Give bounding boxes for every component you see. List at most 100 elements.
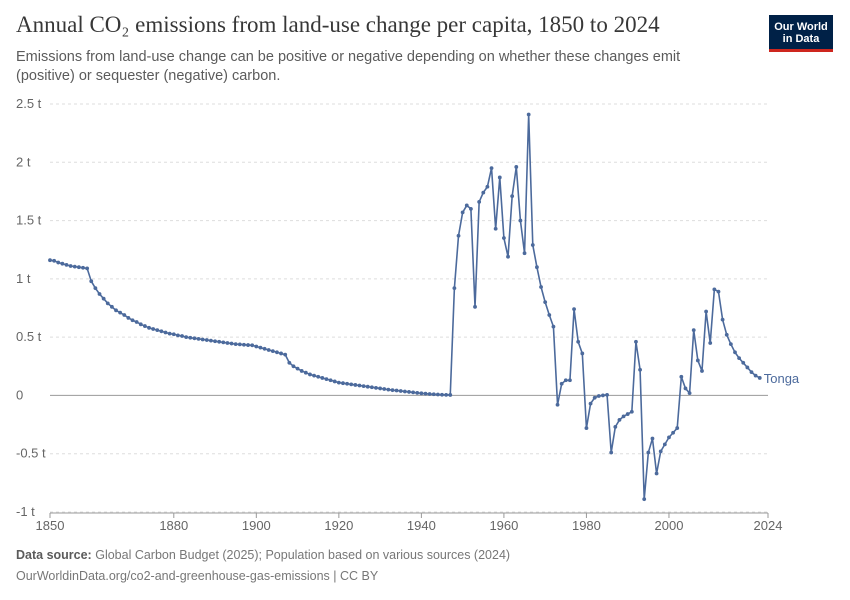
data-point[interactable] bbox=[580, 351, 585, 356]
data-point[interactable] bbox=[568, 378, 572, 383]
owid-logo[interactable]: Our World in Data bbox=[769, 15, 833, 52]
data-point[interactable] bbox=[502, 236, 506, 240]
data-point[interactable] bbox=[613, 425, 618, 429]
data-point[interactable] bbox=[68, 264, 73, 268]
data-point[interactable] bbox=[444, 392, 449, 397]
data-point[interactable] bbox=[683, 386, 688, 391]
series-label[interactable]: Tonga bbox=[764, 371, 800, 386]
data-point[interactable] bbox=[365, 384, 370, 389]
data-point[interactable] bbox=[217, 339, 222, 344]
data-point[interactable] bbox=[295, 366, 300, 371]
data-point[interactable] bbox=[605, 392, 609, 397]
data-point[interactable] bbox=[691, 328, 696, 333]
data-point[interactable] bbox=[716, 289, 721, 294]
data-point[interactable] bbox=[299, 369, 304, 373]
data-point[interactable] bbox=[646, 450, 651, 455]
data-point[interactable] bbox=[601, 393, 605, 398]
data-point[interactable] bbox=[369, 385, 374, 390]
data-point[interactable] bbox=[539, 285, 543, 289]
data-point[interactable] bbox=[130, 318, 135, 323]
data-point[interactable] bbox=[547, 313, 552, 317]
data-point[interactable] bbox=[213, 339, 217, 344]
data-point[interactable] bbox=[753, 373, 758, 378]
data-point[interactable] bbox=[287, 360, 292, 365]
data-point[interactable] bbox=[452, 286, 457, 291]
data-point[interactable] bbox=[357, 383, 362, 388]
data-point[interactable] bbox=[621, 414, 626, 419]
data-point[interactable] bbox=[320, 376, 325, 380]
data-point[interactable] bbox=[489, 166, 494, 171]
data-point[interactable] bbox=[229, 341, 234, 346]
data-point[interactable] bbox=[687, 391, 692, 395]
data-point[interactable] bbox=[638, 367, 642, 372]
data-point[interactable] bbox=[328, 378, 333, 383]
data-point[interactable] bbox=[514, 165, 519, 169]
data-point[interactable] bbox=[757, 376, 762, 380]
data-point[interactable] bbox=[625, 412, 630, 416]
data-point[interactable] bbox=[204, 338, 209, 342]
data-point[interactable] bbox=[559, 381, 564, 386]
data-point[interactable] bbox=[588, 401, 593, 406]
data-point[interactable] bbox=[584, 426, 589, 430]
data-point[interactable] bbox=[72, 264, 77, 269]
data-point[interactable] bbox=[497, 175, 502, 180]
data-point[interactable] bbox=[662, 442, 667, 447]
data-point[interactable] bbox=[233, 342, 238, 347]
data-point[interactable] bbox=[332, 379, 337, 384]
data-point[interactable] bbox=[81, 265, 85, 270]
data-point[interactable] bbox=[576, 339, 581, 344]
data-point[interactable] bbox=[724, 332, 729, 337]
data-point[interactable] bbox=[596, 394, 601, 398]
data-point[interactable] bbox=[473, 304, 477, 309]
data-point[interactable] bbox=[105, 301, 110, 306]
source-url[interactable]: OurWorldinData.org/co2-and-greenhouse-ga… bbox=[16, 569, 379, 583]
data-point[interactable] bbox=[134, 320, 139, 324]
data-point[interactable] bbox=[522, 251, 527, 256]
data-point[interactable] bbox=[654, 471, 659, 476]
data-point[interactable] bbox=[745, 365, 750, 370]
data-point[interactable] bbox=[246, 343, 250, 347]
data-point[interactable] bbox=[345, 381, 349, 386]
data-point[interactable] bbox=[609, 450, 614, 455]
data-point[interactable] bbox=[551, 324, 556, 329]
data-point[interactable] bbox=[316, 374, 321, 379]
data-point[interactable] bbox=[254, 344, 259, 349]
data-point[interactable] bbox=[423, 391, 428, 396]
data-point[interactable] bbox=[110, 304, 114, 309]
data-point[interactable] bbox=[188, 335, 193, 340]
data-point[interactable] bbox=[460, 210, 465, 215]
data-point[interactable] bbox=[209, 338, 213, 343]
data-point[interactable] bbox=[374, 385, 378, 390]
data-point[interactable] bbox=[667, 435, 671, 440]
data-point[interactable] bbox=[733, 350, 737, 355]
data-point[interactable] bbox=[390, 388, 395, 393]
data-point[interactable] bbox=[431, 392, 436, 397]
data-point[interactable] bbox=[76, 265, 81, 270]
data-point[interactable] bbox=[336, 380, 341, 385]
data-point[interactable] bbox=[97, 292, 102, 296]
data-point[interactable] bbox=[184, 335, 189, 340]
data-point[interactable] bbox=[440, 392, 444, 397]
data-point[interactable] bbox=[349, 382, 354, 387]
series-layer[interactable]: Tonga bbox=[48, 112, 800, 502]
data-point[interactable] bbox=[85, 266, 90, 271]
data-point[interactable] bbox=[741, 360, 746, 365]
data-point[interactable] bbox=[176, 333, 180, 338]
data-point[interactable] bbox=[262, 346, 267, 351]
data-point[interactable] bbox=[101, 296, 106, 301]
data-point[interactable] bbox=[419, 391, 424, 396]
data-point[interactable] bbox=[225, 341, 230, 345]
data-point[interactable] bbox=[679, 374, 684, 379]
data-point[interactable] bbox=[353, 383, 358, 387]
data-point[interactable] bbox=[394, 388, 399, 393]
data-point[interactable] bbox=[720, 317, 725, 322]
data-point[interactable] bbox=[712, 287, 717, 292]
data-point[interactable] bbox=[477, 200, 482, 204]
data-point[interactable] bbox=[192, 336, 197, 341]
data-point[interactable] bbox=[485, 184, 490, 189]
data-point[interactable] bbox=[675, 426, 680, 430]
data-point[interactable] bbox=[167, 331, 172, 336]
data-point[interactable] bbox=[221, 340, 226, 345]
data-point[interactable] bbox=[506, 254, 510, 259]
data-point[interactable] bbox=[510, 194, 515, 198]
